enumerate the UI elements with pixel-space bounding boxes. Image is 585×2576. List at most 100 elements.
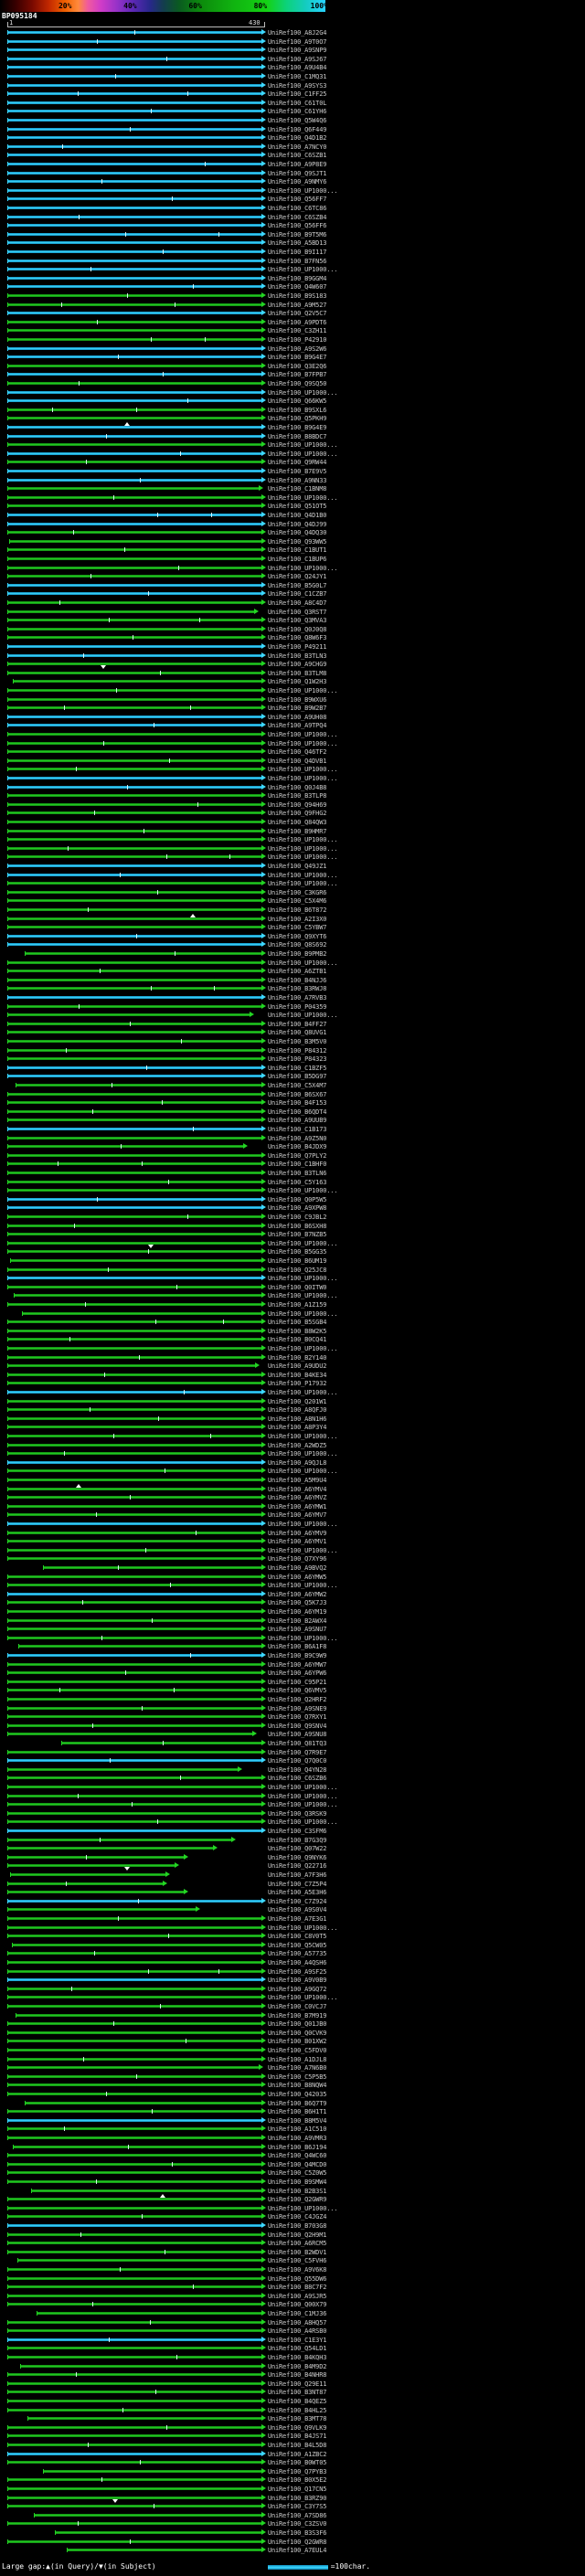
hit-bar[interactable] xyxy=(7,2224,261,2227)
hit-bar[interactable] xyxy=(7,268,261,271)
hit-subject-label[interactable]: UniRef100_A9QJL8 xyxy=(268,1458,327,1467)
hit-subject-label[interactable]: UniRef100_UP1000... xyxy=(268,2204,338,2212)
hit-bar[interactable] xyxy=(7,2040,261,2043)
hit-subject-label[interactable]: UniRef100_Q8UVG1 xyxy=(268,1029,327,1037)
hit-bar[interactable] xyxy=(7,1715,261,1719)
hit-subject-label[interactable]: UniRef100_Q2H9M1 xyxy=(268,2231,327,2239)
hit-bar[interactable] xyxy=(7,1557,261,1561)
hit-bar[interactable] xyxy=(7,224,261,228)
hit-subject-label[interactable]: UniRef100_B9WXU6 xyxy=(268,695,327,704)
hit-bar[interactable] xyxy=(7,1803,261,1807)
hit-subject-label[interactable]: UniRef100_B9T5M6 xyxy=(268,230,327,239)
hit-bar[interactable] xyxy=(7,434,261,438)
hit-bar[interactable] xyxy=(7,2294,261,2297)
hit-bar[interactable] xyxy=(7,671,261,674)
hit-subject-label[interactable]: UniRef100_UP1000... xyxy=(268,836,338,844)
hit-subject-label[interactable]: UniRef100_UP1000... xyxy=(268,493,338,502)
hit-subject-label[interactable]: UniRef100_A6YMW1 xyxy=(268,1502,327,1511)
hit-subject-label[interactable]: UniRef100_B9S183 xyxy=(268,292,327,300)
hit-subject-label[interactable]: UniRef100_C7Z924 xyxy=(268,1897,327,1905)
hit-subject-label[interactable]: UniRef100_Q0J0Q8 xyxy=(268,625,327,633)
hit-subject-label[interactable]: UniRef100_UP1000... xyxy=(268,1994,338,2002)
hit-subject-label[interactable]: UniRef100_B2AWX4 xyxy=(268,1617,327,1625)
hit-subject-label[interactable]: UniRef100_P84312 xyxy=(268,1046,327,1055)
hit-bar[interactable] xyxy=(7,1540,261,1543)
hit-bar[interactable] xyxy=(7,1233,261,1236)
hit-subject-label[interactable]: UniRef100_B5SGB4 xyxy=(268,1319,327,1327)
hit-bar[interactable] xyxy=(60,1742,261,1744)
hit-bar[interactable] xyxy=(7,1531,261,1534)
hit-subject-label[interactable]: UniRef100_A9SNE9 xyxy=(268,1704,327,1712)
hit-subject-label[interactable]: UniRef100_C1FF25 xyxy=(268,90,327,99)
hit-subject-label[interactable]: UniRef100_A9PDT6 xyxy=(268,318,327,326)
hit-bar[interactable] xyxy=(7,802,261,806)
hit-bar[interactable] xyxy=(16,1084,261,1087)
hit-subject-label[interactable]: UniRef100_UP1000... xyxy=(268,1292,338,1300)
hit-subject-label[interactable]: UniRef100_A9UDU2 xyxy=(268,1362,327,1371)
hit-subject-label[interactable]: UniRef100_A1Z159 xyxy=(268,1301,327,1309)
hit-bar[interactable] xyxy=(7,1048,261,1052)
hit-bar[interactable] xyxy=(7,2443,261,2446)
hit-subject-label[interactable]: UniRef100_B6SXH8 xyxy=(268,1222,327,1230)
hit-bar[interactable] xyxy=(7,1075,261,1078)
hit-subject-label[interactable]: UniRef100_UP1000... xyxy=(268,959,338,967)
hit-bar[interactable] xyxy=(7,1004,261,1008)
hit-bar[interactable] xyxy=(42,2469,261,2473)
hit-subject-label[interactable]: UniRef100_B4L5D8 xyxy=(268,2442,327,2449)
hit-bar[interactable] xyxy=(7,1224,261,1227)
hit-bar[interactable] xyxy=(7,899,261,903)
hit-subject-label[interactable]: UniRef100_Q2GWR8 xyxy=(268,2538,327,2546)
hit-subject-label[interactable]: UniRef100_B9GGM4 xyxy=(268,274,327,282)
hit-bar[interactable] xyxy=(7,215,261,218)
hit-bar[interactable] xyxy=(7,2198,261,2201)
hit-subject-label[interactable]: UniRef100_Q93WW5 xyxy=(268,537,327,546)
hit-bar[interactable] xyxy=(7,1723,261,1727)
hit-subject-label[interactable]: UniRef100_A9NN33 xyxy=(268,476,327,484)
hit-bar[interactable] xyxy=(7,2022,261,2026)
hit-bar[interactable] xyxy=(7,2452,261,2455)
hit-bar[interactable] xyxy=(7,1811,261,1815)
hit-bar[interactable] xyxy=(7,163,261,165)
hit-subject-label[interactable]: UniRef100_B9SXL6 xyxy=(268,406,327,414)
hit-subject-label[interactable]: UniRef100_B703G8 xyxy=(268,2222,327,2230)
hit-bar[interactable] xyxy=(12,680,261,684)
hit-subject-label[interactable]: UniRef100_Q00X79 xyxy=(268,2301,327,2309)
hit-subject-label[interactable]: UniRef100_B01XW2 xyxy=(268,2038,327,2046)
hit-bar[interactable] xyxy=(7,504,261,508)
hit-bar[interactable] xyxy=(7,188,261,192)
hit-subject-label[interactable]: UniRef100_B0CQ41 xyxy=(268,1336,327,1344)
hit-subject-label[interactable]: UniRef100_UP1000... xyxy=(268,1924,338,1932)
hit-bar[interactable] xyxy=(7,408,261,411)
hit-bar[interactable] xyxy=(33,2513,261,2517)
hit-bar[interactable] xyxy=(7,1347,261,1350)
hit-bar[interactable] xyxy=(7,1303,261,1306)
hit-bar[interactable] xyxy=(7,1338,261,1341)
hit-subject-label[interactable]: UniRef100_P17932 xyxy=(268,1380,327,1388)
hit-subject-label[interactable]: UniRef100_A7SD86 xyxy=(268,2511,327,2519)
hit-subject-label[interactable]: UniRef100_A8C4D7 xyxy=(268,599,327,607)
hit-subject-label[interactable]: UniRef100_B3NT87 xyxy=(268,2389,327,2397)
hit-bar[interactable] xyxy=(7,619,261,622)
hit-bar[interactable] xyxy=(12,2145,261,2148)
hit-bar[interactable] xyxy=(7,1460,261,1464)
hit-bar[interactable] xyxy=(7,154,261,157)
hit-bar[interactable] xyxy=(7,2083,261,2087)
hit-subject-label[interactable]: UniRef100_A2WDZ5 xyxy=(268,1441,327,1449)
hit-bar[interactable] xyxy=(7,1109,261,1113)
hit-subject-label[interactable]: UniRef100_Q01JB0 xyxy=(268,2020,327,2029)
hit-bar[interactable] xyxy=(18,1645,261,1648)
hit-bar[interactable] xyxy=(7,1978,261,1982)
hit-bar[interactable] xyxy=(7,232,261,236)
hit-subject-label[interactable]: UniRef100_A1DJL8 xyxy=(268,2055,327,2063)
hit-subject-label[interactable]: UniRef100_A7F3H6 xyxy=(268,1871,327,1879)
hit-bar[interactable] xyxy=(7,110,261,113)
hit-subject-label[interactable]: UniRef100_C3ZH11 xyxy=(268,327,327,335)
hit-bar[interactable] xyxy=(7,2162,261,2166)
hit-bar[interactable] xyxy=(7,1733,253,1736)
hit-subject-label[interactable]: UniRef100_A9T0O7 xyxy=(268,37,327,46)
hit-subject-label[interactable]: UniRef100_C5FDV0 xyxy=(268,2047,327,2054)
hit-subject-label[interactable]: UniRef100_B8W2K5 xyxy=(268,1327,327,1335)
hit-bar[interactable] xyxy=(7,2487,261,2490)
hit-subject-label[interactable]: UniRef100_C6SZB1 xyxy=(268,152,327,160)
hit-bar[interactable] xyxy=(7,1847,214,1850)
